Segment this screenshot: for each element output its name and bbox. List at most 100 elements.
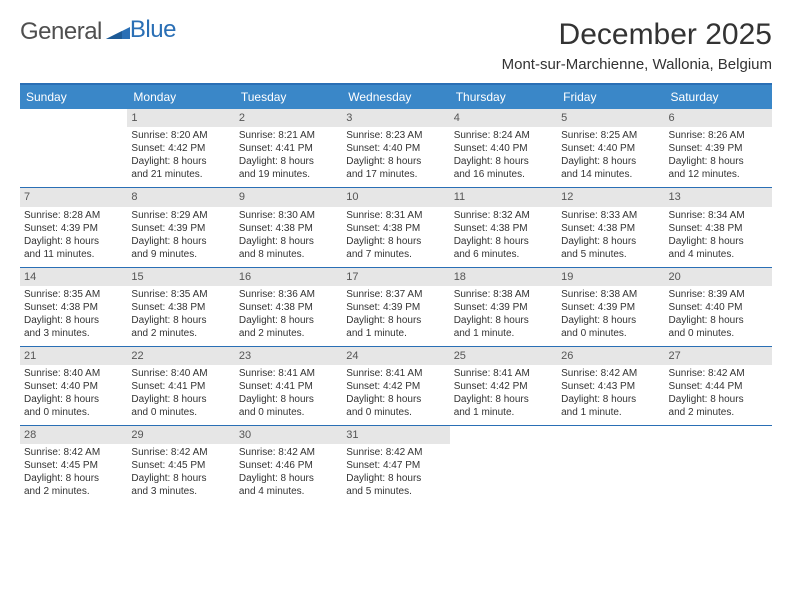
day-line: Sunrise: 8:35 AM — [24, 288, 123, 301]
day-text: Sunrise: 8:32 AMSunset: 4:38 PMDaylight:… — [454, 209, 553, 261]
day-line: and 3 minutes. — [131, 485, 230, 498]
day-text: Sunrise: 8:35 AMSunset: 4:38 PMDaylight:… — [24, 288, 123, 340]
day-line: Sunset: 4:39 PM — [24, 222, 123, 235]
day-line: and 5 minutes. — [561, 248, 660, 261]
day-line: Sunrise: 8:25 AM — [561, 129, 660, 142]
day-line: Sunset: 4:38 PM — [454, 222, 553, 235]
calendar-body: 1Sunrise: 8:20 AMSunset: 4:42 PMDaylight… — [20, 109, 772, 504]
day-line: Sunrise: 8:41 AM — [454, 367, 553, 380]
day-number: 11 — [450, 188, 557, 206]
day-cell: 20Sunrise: 8:39 AMSunset: 4:40 PMDayligh… — [665, 267, 772, 346]
day-line: Sunset: 4:42 PM — [454, 380, 553, 393]
day-line: and 0 minutes. — [24, 406, 123, 419]
day-text: Sunrise: 8:24 AMSunset: 4:40 PMDaylight:… — [454, 129, 553, 181]
day-line: and 17 minutes. — [346, 168, 445, 181]
day-cell — [665, 426, 772, 505]
day-line: Sunrise: 8:38 AM — [454, 288, 553, 301]
day-line: Sunset: 4:40 PM — [669, 301, 768, 314]
brand-part2: Blue — [130, 16, 176, 44]
day-cell: 16Sunrise: 8:36 AMSunset: 4:38 PMDayligh… — [235, 267, 342, 346]
day-line: Daylight: 8 hours — [24, 393, 123, 406]
day-text: Sunrise: 8:29 AMSunset: 4:39 PMDaylight:… — [131, 209, 230, 261]
day-line: Daylight: 8 hours — [239, 472, 338, 485]
day-line: and 2 minutes. — [24, 485, 123, 498]
day-line: and 8 minutes. — [239, 248, 338, 261]
day-cell: 8Sunrise: 8:29 AMSunset: 4:39 PMDaylight… — [127, 188, 234, 267]
weekday-header: Friday — [557, 85, 664, 109]
day-line: Sunrise: 8:38 AM — [561, 288, 660, 301]
day-line: and 0 minutes. — [346, 406, 445, 419]
logo-icon — [106, 18, 130, 46]
day-text: Sunrise: 8:42 AMSunset: 4:46 PMDaylight:… — [239, 446, 338, 498]
day-number: 25 — [450, 347, 557, 365]
day-line: Daylight: 8 hours — [131, 314, 230, 327]
day-text: Sunrise: 8:41 AMSunset: 4:42 PMDaylight:… — [454, 367, 553, 419]
day-line: and 0 minutes. — [131, 406, 230, 419]
day-text: Sunrise: 8:26 AMSunset: 4:39 PMDaylight:… — [669, 129, 768, 181]
day-line: Sunrise: 8:36 AM — [239, 288, 338, 301]
day-line: and 5 minutes. — [346, 485, 445, 498]
day-line: Daylight: 8 hours — [24, 314, 123, 327]
day-line: and 2 minutes. — [239, 327, 338, 340]
day-line: and 4 minutes. — [669, 248, 768, 261]
day-line: Sunset: 4:43 PM — [561, 380, 660, 393]
day-line: Sunrise: 8:26 AM — [669, 129, 768, 142]
day-line: Daylight: 8 hours — [24, 235, 123, 248]
day-line: and 0 minutes. — [239, 406, 338, 419]
weekday-header: Tuesday — [235, 85, 342, 109]
day-cell: 4Sunrise: 8:24 AMSunset: 4:40 PMDaylight… — [450, 109, 557, 188]
day-line: Daylight: 8 hours — [561, 155, 660, 168]
day-cell: 1Sunrise: 8:20 AMSunset: 4:42 PMDaylight… — [127, 109, 234, 188]
day-line: Sunset: 4:46 PM — [239, 459, 338, 472]
day-line: Sunset: 4:45 PM — [24, 459, 123, 472]
brand-part1: General — [20, 18, 102, 46]
day-text: Sunrise: 8:28 AMSunset: 4:39 PMDaylight:… — [24, 209, 123, 261]
weekday-header: Wednesday — [342, 85, 449, 109]
day-line: Sunrise: 8:42 AM — [131, 446, 230, 459]
day-line: Sunset: 4:41 PM — [239, 142, 338, 155]
day-number: 6 — [665, 109, 772, 127]
day-number: 2 — [235, 109, 342, 127]
day-line: Sunrise: 8:42 AM — [24, 446, 123, 459]
day-cell: 18Sunrise: 8:38 AMSunset: 4:39 PMDayligh… — [450, 267, 557, 346]
day-line: Sunrise: 8:30 AM — [239, 209, 338, 222]
day-number: 17 — [342, 268, 449, 286]
day-line: Sunrise: 8:23 AM — [346, 129, 445, 142]
weekday-header: Monday — [127, 85, 234, 109]
day-text: Sunrise: 8:33 AMSunset: 4:38 PMDaylight:… — [561, 209, 660, 261]
day-line: Daylight: 8 hours — [346, 314, 445, 327]
day-number: 20 — [665, 268, 772, 286]
calendar-head: SundayMondayTuesdayWednesdayThursdayFrid… — [20, 85, 772, 109]
day-text: Sunrise: 8:42 AMSunset: 4:45 PMDaylight:… — [131, 446, 230, 498]
day-line: Sunrise: 8:42 AM — [346, 446, 445, 459]
day-cell: 14Sunrise: 8:35 AMSunset: 4:38 PMDayligh… — [20, 267, 127, 346]
day-line: Sunset: 4:40 PM — [346, 142, 445, 155]
day-cell: 28Sunrise: 8:42 AMSunset: 4:45 PMDayligh… — [20, 426, 127, 505]
day-cell: 5Sunrise: 8:25 AMSunset: 4:40 PMDaylight… — [557, 109, 664, 188]
day-number: 12 — [557, 188, 664, 206]
day-line: Daylight: 8 hours — [346, 393, 445, 406]
weekday-header: Sunday — [20, 85, 127, 109]
calendar-table: SundayMondayTuesdayWednesdayThursdayFrid… — [20, 85, 772, 504]
day-cell: 29Sunrise: 8:42 AMSunset: 4:45 PMDayligh… — [127, 426, 234, 505]
day-line: Sunset: 4:40 PM — [561, 142, 660, 155]
day-text: Sunrise: 8:23 AMSunset: 4:40 PMDaylight:… — [346, 129, 445, 181]
day-line: and 19 minutes. — [239, 168, 338, 181]
day-cell: 24Sunrise: 8:41 AMSunset: 4:42 PMDayligh… — [342, 346, 449, 425]
day-line: and 1 minute. — [346, 327, 445, 340]
day-line: and 11 minutes. — [24, 248, 123, 261]
day-line: Daylight: 8 hours — [346, 235, 445, 248]
day-line: Sunset: 4:40 PM — [24, 380, 123, 393]
day-number: 9 — [235, 188, 342, 206]
day-text: Sunrise: 8:42 AMSunset: 4:43 PMDaylight:… — [561, 367, 660, 419]
weekday-header: Saturday — [665, 85, 772, 109]
day-line: Sunrise: 8:42 AM — [239, 446, 338, 459]
calendar-page: General Blue December 2025 Mont-sur-Marc… — [0, 0, 792, 504]
day-number: 13 — [665, 188, 772, 206]
day-line: Sunset: 4:47 PM — [346, 459, 445, 472]
title-block: December 2025 Mont-sur-Marchienne, Wallo… — [502, 18, 772, 77]
day-cell: 2Sunrise: 8:21 AMSunset: 4:41 PMDaylight… — [235, 109, 342, 188]
day-line: Sunrise: 8:21 AM — [239, 129, 338, 142]
day-line: Sunrise: 8:42 AM — [669, 367, 768, 380]
day-number: 28 — [20, 426, 127, 444]
